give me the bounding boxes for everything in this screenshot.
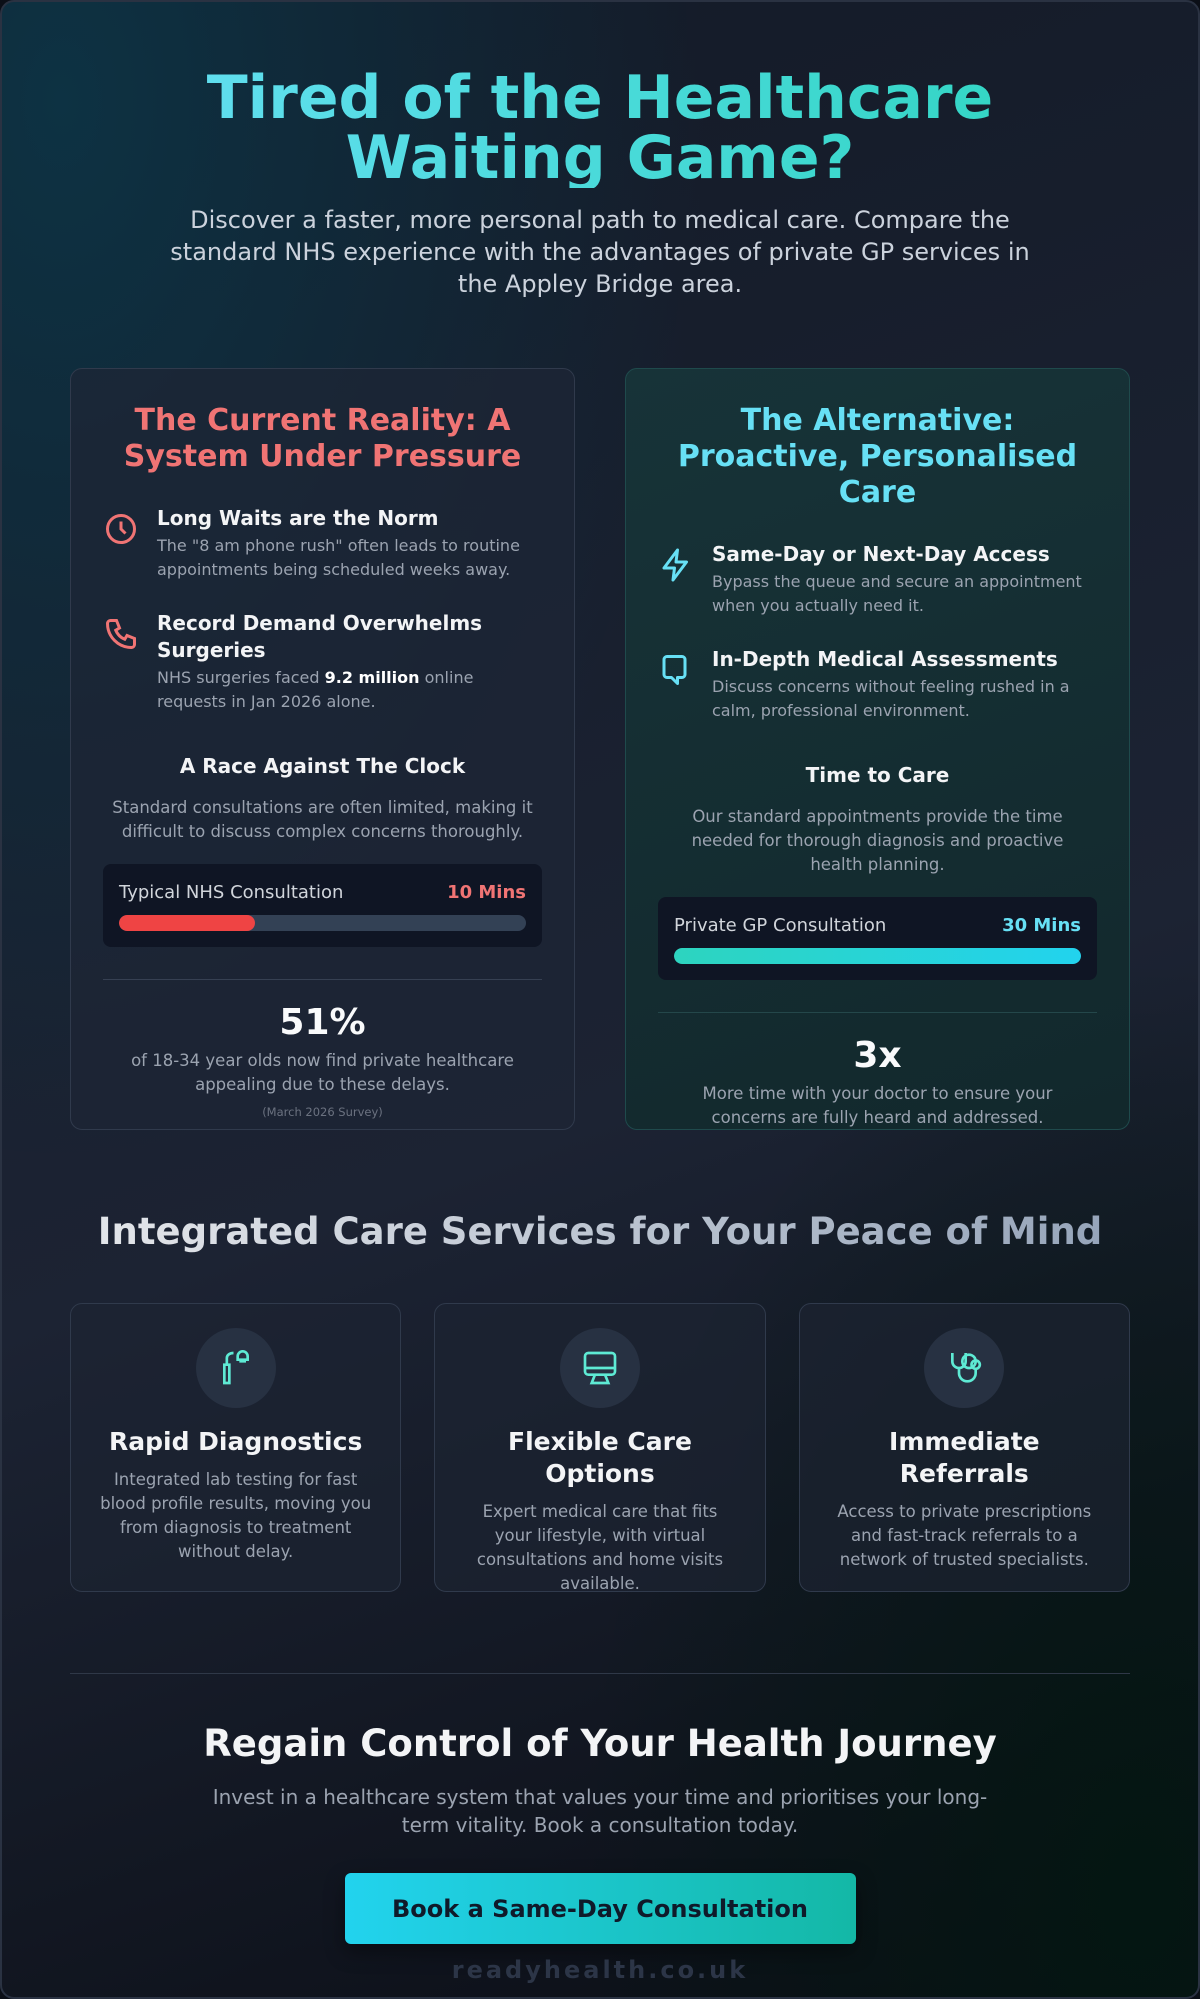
service-title: Flexible Care Options [508,1427,692,1488]
subtitle: Discover a faster, more personal path to… [170,206,1030,298]
point: Record Demand Overwhelms Surgeries NHS su… [103,610,542,714]
section-text: Standard consultations are often limited… [112,798,533,841]
stat-note: (March 2026 Survey) [262,1105,383,1119]
divider [103,979,542,980]
service-card: Immediate Referrals Access to private pr… [798,1303,1130,1592]
bar [674,948,1081,964]
bar-box: Private GP Consultation 30 Mins [658,897,1097,980]
card-title: The Alternative: Proactive, Personalised… [677,403,1078,510]
point-title: Long Waits are the Norm [157,506,439,530]
main-title: Tired of the Healthcare Waiting Game? [70,68,1130,188]
private-card: The Alternative: Proactive, Personalised… [625,368,1130,1130]
stat-value: 51% [279,1002,366,1043]
bar-box: Typical NHS Consultation 10 Mins [103,864,542,947]
chat-icon [662,655,687,685]
service-text: Access to private prescriptions and fast… [837,1502,1092,1569]
point-title: In-Depth Medical Assessments [712,647,1058,671]
service-text: Expert medical care that fits your lifes… [476,1502,724,1593]
divider [658,1012,1097,1013]
cta-button[interactable]: Book a Same-Day Consultation [344,1873,856,1944]
point-text: Discuss concerns without feeling rushed … [712,677,1070,720]
cta-title: Regain Control of Your Health Journey [203,1722,997,1765]
point: In-Depth Medical Assessments Discuss conc… [658,646,1097,723]
bar [119,915,255,931]
bar-track [674,948,1081,964]
comparison: The Current Reality: A System Under Pres… [70,368,1130,1130]
services: Rapid Diagnostics Integrated lab testing… [70,1303,1130,1593]
divider [70,1673,1130,1674]
highlight: 9.2 million [324,668,420,687]
point-title: Same-Day or Next-Day Access [712,542,1050,566]
point: Long Waits are the Norm The "8 am phone r… [103,505,542,582]
monitor-icon [583,1351,617,1385]
phone-icon [105,619,136,650]
clock-icon [106,514,136,544]
stat-text: More time with your doctor to ensure you… [702,1084,1053,1127]
bolt-icon [662,548,688,582]
point: Same-Day or Next-Day Access Bypass the qu… [658,541,1097,618]
bar-label: Private GP Consultation [674,915,887,936]
bar-value: 10 Mins [447,882,526,903]
bar-value: 30 Mins [1002,915,1081,936]
bar-label: Typical NHS Consultation [119,882,344,903]
point-text: The "8 am phone rush" often leads to rou… [157,536,520,579]
section-title: A Race Against The Clock [179,754,466,778]
section-text: Our standard appointments provide the ti… [691,807,1064,874]
service-text: Integrated lab testing for fast blood pr… [100,1470,372,1561]
nhs-card: The Current Reality: A System Under Pres… [70,368,575,1130]
lab-icon [222,1350,249,1385]
bar-track [119,915,526,931]
service-card: Rapid Diagnostics Integrated lab testing… [70,1303,402,1592]
point-text: Bypass the queue and secure an appointme… [712,572,1082,615]
cta-text: Invest in a healthcare system that value… [212,1785,988,1837]
icon-circle [924,1328,1005,1408]
stat-value: 3x [853,1035,902,1076]
stethoscope-icon [951,1353,982,1383]
icon-circle [195,1328,276,1408]
card-title: The Current Reality: A System Under Pres… [123,403,522,474]
point-title: Record Demand Overwhelms Surgeries [157,611,483,662]
section-title: Time to Care [805,763,950,787]
stat-text: of 18-34 year olds now find private heal… [131,1051,514,1094]
text: online requests in Jan 2026 alone. [157,668,474,711]
footer: readyhealth.co.uk [451,1956,749,1984]
service-card: Flexible Care Options Expert medical car… [434,1303,766,1593]
text: NHS surgeries faced [157,668,325,687]
service-title: Rapid Diagnostics [108,1427,363,1456]
services-title: Integrated Care Services for Your Peace … [70,1210,1130,1253]
point-text: NHS surgeries faced 9.2 million online r… [157,666,542,714]
service-title: Immediate Referrals [889,1427,1040,1488]
icon-circle [559,1328,640,1408]
